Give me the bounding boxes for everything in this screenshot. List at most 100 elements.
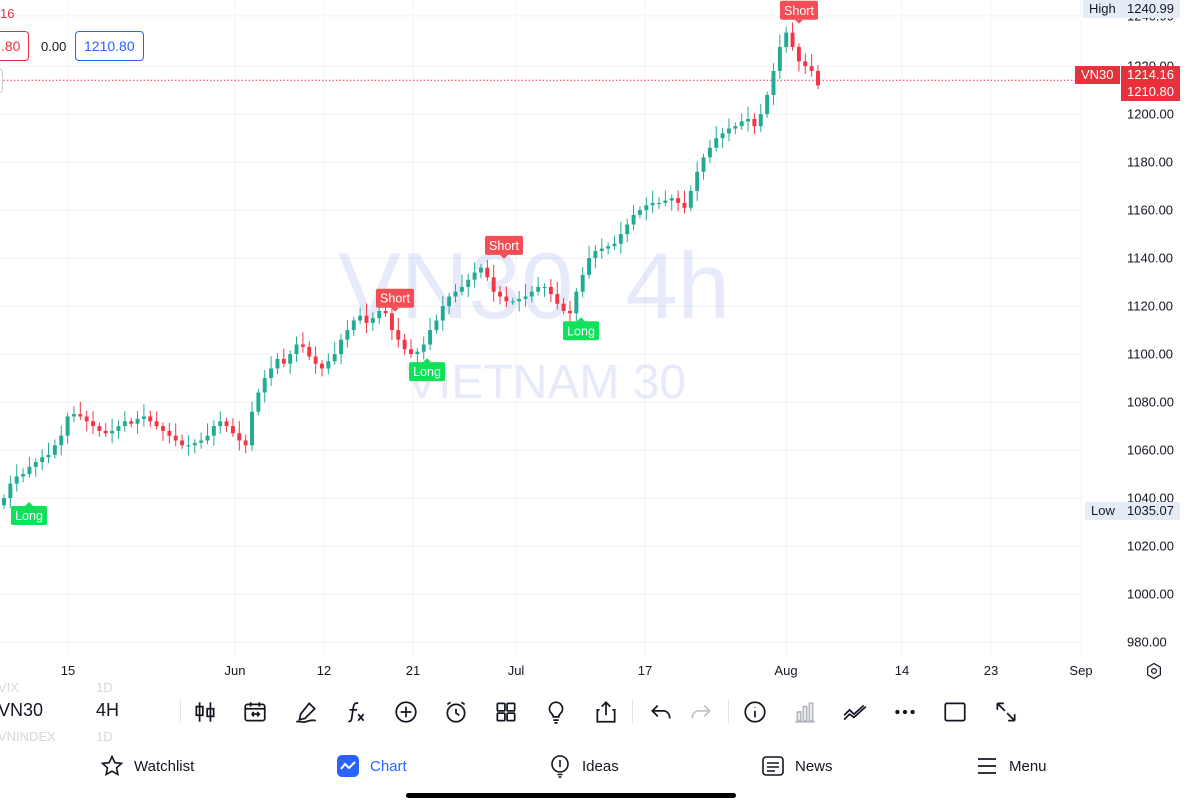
share-icon[interactable]	[591, 697, 621, 727]
ohlc-change-pill[interactable]: .80	[0, 31, 30, 61]
candle-body	[307, 346, 312, 357]
candle-body	[345, 330, 350, 340]
nav-ideas[interactable]: Ideas	[548, 752, 619, 780]
undo-icon[interactable]	[646, 697, 676, 727]
candle-body	[669, 198, 674, 201]
candle-body	[650, 202, 655, 206]
candle-body	[459, 286, 464, 292]
candle-body	[523, 296, 528, 299]
interval-selector[interactable]: 4H	[96, 700, 120, 720]
candle-body	[116, 426, 121, 431]
nav-watchlist[interactable]: Watchlist	[100, 752, 194, 780]
candle-body	[71, 414, 76, 417]
candle-body	[676, 198, 681, 203]
price-tick-label: 1080.00	[1127, 395, 1174, 410]
price-axis[interactable]: 980.00 1000.00 1020.00 1040.00 1060.00 1080.0…	[1127, 8, 1174, 649]
signal-box	[485, 235, 523, 255]
candle-body	[122, 421, 127, 427]
time-tick-label: 23	[984, 663, 998, 678]
candle-body	[663, 200, 668, 203]
nav-news[interactable]: News	[761, 752, 833, 780]
candle-body	[256, 392, 261, 412]
candle-body	[243, 440, 248, 446]
candle-body	[644, 205, 649, 211]
candle-body	[491, 277, 496, 292]
trend-lines-icon[interactable]	[840, 697, 870, 727]
signal-pointer	[500, 254, 508, 259]
candle-body	[498, 291, 503, 297]
price-pill[interactable]: 1210.80	[75, 31, 144, 61]
legend-toggle-tab[interactable]	[0, 69, 3, 93]
indicators-icon[interactable]	[190, 697, 220, 727]
price-tick-label: 1060.00	[1127, 443, 1174, 458]
candle-body	[351, 320, 356, 331]
time-tick-label: 15	[61, 663, 75, 678]
candle-body	[765, 94, 770, 115]
alarm-icon[interactable]	[441, 697, 471, 727]
candle-body	[281, 358, 286, 364]
drawing-pen-icon[interactable]	[291, 697, 321, 727]
signal-box	[780, 0, 818, 20]
compare-range-icon[interactable]	[240, 697, 270, 727]
candle-body	[688, 190, 693, 208]
last-price-tag: 1214.16	[1121, 66, 1180, 84]
candle-body	[300, 344, 305, 347]
chart-settings-gear-icon[interactable]	[1143, 660, 1165, 682]
signal-label: Long	[15, 509, 43, 523]
add-icon[interactable]	[391, 697, 421, 727]
signal-pointer	[25, 502, 33, 507]
nav-menu[interactable]: Menu	[975, 752, 1047, 780]
star-icon	[100, 754, 124, 777]
candle-body	[230, 426, 235, 434]
candle-body	[211, 426, 216, 436]
candle-body	[657, 202, 661, 205]
fullscreen-icon[interactable]	[991, 697, 1021, 727]
price-tick-label: 980.00	[1127, 635, 1167, 650]
candle-body	[784, 32, 789, 47]
chart-icon	[337, 755, 359, 777]
time-axis[interactable]: 15 Jun 12 21 Jul 17 Aug 14 23 Sep	[61, 663, 1093, 678]
candle-body	[746, 118, 751, 122]
symbol-selector[interactable]: VN30	[0, 700, 44, 720]
info-icon[interactable]	[740, 697, 770, 727]
candle-body	[485, 267, 490, 278]
candle-body	[377, 310, 382, 319]
candle-body	[110, 430, 115, 434]
signal-label: Short	[489, 239, 519, 253]
candle-body	[288, 354, 293, 364]
candle-body	[173, 435, 178, 441]
candle-body	[262, 378, 267, 393]
candle-body	[478, 267, 483, 273]
nav-chart[interactable]: Chart	[336, 752, 407, 780]
signal-label: Short	[380, 292, 410, 306]
price-tick-label: 1000.00	[1127, 587, 1174, 602]
volume-bars-icon[interactable]	[790, 697, 820, 727]
candle-body	[612, 243, 617, 247]
candle-body	[720, 133, 725, 139]
close-price-tag: 1210.80	[1121, 83, 1180, 101]
function-icon[interactable]	[341, 697, 371, 727]
more-icon[interactable]	[890, 697, 920, 727]
low-value-tag: 1035.07	[1121, 502, 1180, 520]
square-icon[interactable]	[940, 697, 970, 727]
candle-body	[218, 421, 223, 427]
candle-body	[472, 272, 477, 280]
candle-body	[542, 286, 547, 289]
candle-body	[161, 426, 165, 431]
candle-body	[816, 70, 820, 86]
redo-icon[interactable]	[686, 697, 716, 727]
candle-body	[548, 286, 553, 295]
candle-body	[294, 344, 299, 355]
candle-body	[434, 320, 439, 331]
layout-grid-icon[interactable]	[491, 697, 521, 727]
chart-grid	[0, 0, 1082, 656]
idea-lightbulb-icon[interactable]	[541, 697, 571, 727]
long-signal-marker: Long	[409, 358, 445, 382]
candle-body	[790, 32, 795, 47]
candle-body	[428, 330, 433, 345]
candle-body	[313, 356, 318, 364]
price-tick-label: 1040.00	[1127, 491, 1174, 506]
candle-body	[52, 445, 57, 455]
candle-body	[154, 421, 159, 427]
price-chart[interactable]: VN30 4h VIETNAM 30 LongShortLongShortLon…	[0, 0, 1188, 685]
